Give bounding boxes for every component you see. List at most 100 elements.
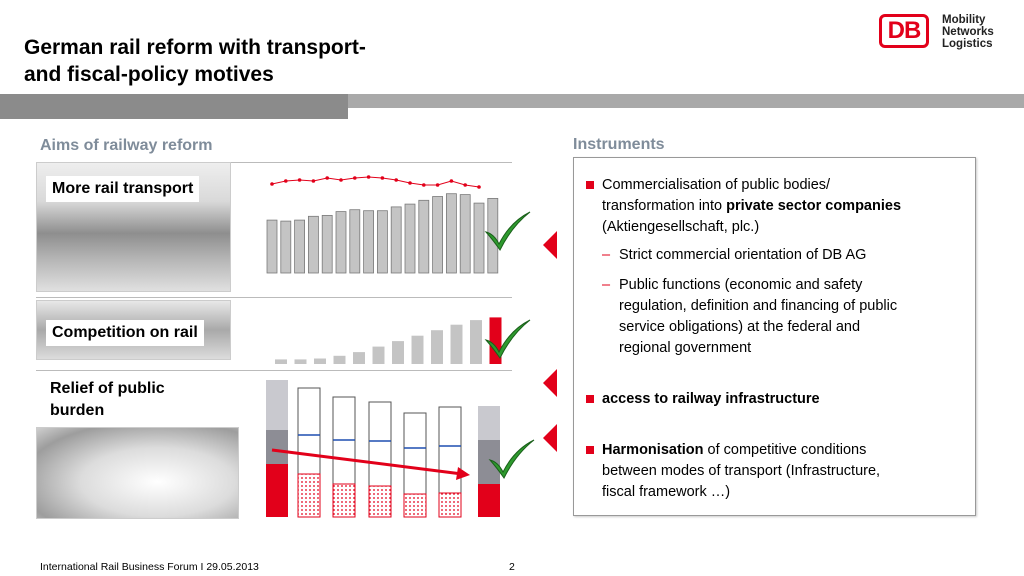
competition-bar: [333, 355, 346, 364]
transport-line-point: [380, 176, 385, 180]
sub-bullet-text: Public functions (economic and safety re…: [619, 275, 966, 359]
db-logo: DB: [879, 14, 929, 48]
bullet-text-line: of competitive conditions: [703, 442, 867, 458]
instrument-commercialisation: Commercialisation of public bodies/ tran…: [586, 175, 966, 238]
bullet-text-line: (Aktiengesellschaft, plc.): [602, 219, 760, 235]
page-number: 2: [509, 561, 515, 573]
burden-bar-segment: [478, 440, 500, 484]
tagline-line: Logistics: [942, 38, 993, 50]
transport-bar: [280, 220, 292, 274]
row-label-competition-on-rail: Competition on rail: [46, 320, 204, 346]
aims-heading: Aims of railway reform: [40, 137, 213, 154]
row-label-line: Relief of public: [50, 380, 165, 397]
row-separator: [36, 370, 512, 371]
transport-line-point: [408, 181, 412, 185]
competition-bar: [392, 341, 404, 364]
transport-bar: [390, 206, 402, 274]
burden-bar-segment: [478, 484, 500, 517]
sub-bullet-line: regulation, definition and financing of …: [619, 298, 898, 314]
title-line-2: and fiscal-policy motives: [24, 63, 274, 86]
competition-bar: [450, 324, 463, 364]
transport-line-point: [463, 183, 468, 187]
instrument-infrastructure-access: access to railway infrastructure: [586, 389, 966, 410]
burden-bar-segment: [266, 464, 288, 517]
competition-bar: [372, 346, 385, 364]
transport-bar: [307, 215, 319, 274]
bullet-text-bold: private sector companies: [726, 198, 902, 214]
piggy-bank-photo: [36, 427, 239, 519]
transport-bar: [321, 214, 333, 274]
competition-bar: [294, 359, 307, 364]
transport-line-point: [435, 183, 440, 187]
burden-bar-segment: [266, 430, 288, 464]
burden-bar-segment: [403, 493, 427, 518]
row-label-relief-of-public-burden: Relief of public burden: [44, 376, 171, 424]
transport-line-point: [477, 185, 481, 189]
slide-title: German rail reform with transport- and f…: [24, 34, 444, 88]
transport-line-point: [284, 179, 288, 183]
row-separator: [36, 162, 512, 163]
transport-bar: [445, 193, 457, 274]
sub-bullet-line: Public functions (economic and safety: [619, 277, 863, 293]
burden-chart: [266, 380, 500, 518]
instrument-sub-public-functions: – Public functions (economic and safety …: [586, 275, 966, 359]
transport-bar: [432, 196, 444, 274]
competition-bar: [470, 320, 482, 364]
transport-bar: [473, 202, 485, 274]
instrument-harmonisation: Harmonisation of competitive conditions …: [586, 440, 966, 503]
check-icon: [484, 211, 531, 251]
sub-bullet-line: regional government: [619, 340, 752, 356]
logo-tagline: Mobility Networks Logistics: [942, 14, 994, 50]
decrease-arrow: [271, 448, 463, 476]
check-icon: [488, 439, 535, 479]
transport-bar: [294, 219, 306, 274]
transport-line-point: [353, 176, 357, 180]
competition-bar: [411, 335, 424, 364]
pointer-triangle-icon: [543, 369, 557, 397]
bullet-square-icon: [586, 181, 594, 189]
transport-bar: [376, 210, 388, 274]
instruments-heading: Instruments: [573, 136, 665, 153]
burden-bar-segment: [266, 380, 288, 430]
bullet-square-icon: [586, 446, 594, 454]
competition-bar: [431, 330, 443, 364]
pointer-triangle-icon: [543, 231, 557, 259]
transport-bar: [335, 211, 347, 274]
row-separator: [36, 297, 512, 298]
transport-trend-line: [271, 176, 480, 188]
bullet-text-line: Commercialisation of public bodies/: [602, 177, 831, 193]
header-band-light: [348, 94, 1024, 108]
dash-icon: –: [602, 277, 611, 293]
transport-line-point: [311, 179, 316, 183]
bullet-text-line: transformation into: [602, 198, 727, 214]
transport-line-point: [270, 182, 274, 186]
bullet-text: Commercialisation of public bodies/ tran…: [602, 175, 966, 238]
sub-bullet-text: Strict commercial orientation of DB AG: [619, 247, 867, 263]
sub-bullet-line: service obligations) at the federal and: [619, 319, 861, 335]
burden-bar-segment: [297, 473, 321, 518]
transport-line-point: [449, 179, 454, 183]
instruments-box: [573, 157, 976, 516]
bullet-square-icon: [586, 395, 594, 403]
transport-line-point: [297, 178, 302, 182]
burden-bar-segment: [478, 406, 500, 440]
pointer-triangle-icon: [543, 424, 557, 452]
transport-bar: [266, 219, 278, 274]
tagline-line: Networks: [942, 26, 994, 38]
transport-line-point: [366, 175, 371, 179]
transport-line-point: [339, 178, 343, 182]
tagline-line: Mobility: [942, 14, 986, 26]
competition-bar: [353, 352, 365, 364]
bullet-text-bold: Harmonisation: [602, 442, 704, 458]
title-line-1: German rail reform with transport-: [24, 36, 366, 59]
row-label-line: burden: [50, 402, 105, 419]
db-logo-mark: DB: [887, 17, 922, 44]
transport-bar: [459, 194, 471, 274]
check-icon: [484, 319, 531, 359]
transport-line-point: [394, 178, 399, 182]
burden-bar-segment: [368, 485, 392, 518]
footer-event: International Rail Business Forum I 29.0…: [40, 561, 259, 573]
transport-line-point: [325, 176, 330, 180]
transport-bar: [404, 203, 416, 274]
